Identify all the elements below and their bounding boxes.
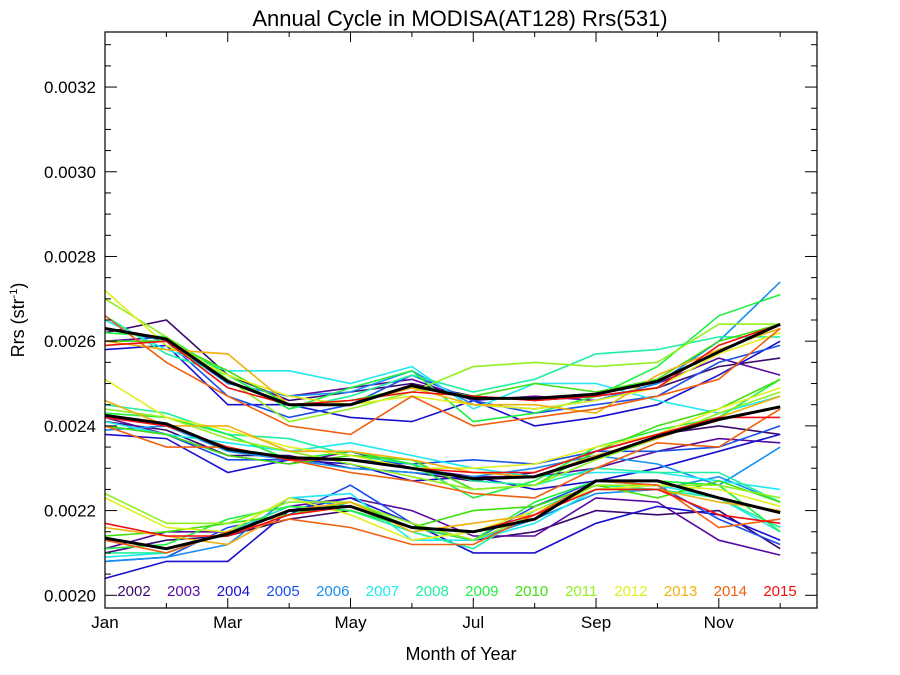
legend-entry-2013: 2013 — [664, 583, 697, 600]
legend-entry-2007: 2007 — [366, 583, 399, 600]
y-tick-label: 0.0022 — [44, 502, 96, 521]
series-line-2011-high — [104, 298, 781, 423]
y-axis-label: Rrs (str-1) — [8, 283, 28, 358]
series-line-2012-mid — [104, 378, 781, 470]
x-tick-label-may: May — [334, 613, 367, 632]
series-line-2014-high — [104, 315, 781, 436]
y-tick-label: 0.0026 — [44, 332, 96, 351]
series-line-2009-mid — [104, 378, 781, 499]
series-line-2014-mid — [104, 408, 781, 499]
climatology-line-low — [104, 479, 781, 551]
series-line-2004-low — [104, 497, 781, 580]
legend-entry-2006: 2006 — [316, 583, 349, 600]
y-tick-label: 0.0020 — [44, 586, 96, 605]
legend-entry-2009: 2009 — [465, 583, 498, 600]
series-line-2010-low — [104, 480, 781, 537]
x-tick-label-nov: Nov — [704, 613, 735, 632]
legend-entry-2008: 2008 — [415, 583, 448, 600]
legend: 2002 2003 2004 2005 2006 2007 2008 2009 2010 2011… — [117, 583, 796, 600]
series-line-2004-mid — [104, 433, 781, 491]
y-tick-label: 0.0028 — [44, 247, 96, 266]
climatology-line-high — [104, 322, 781, 407]
series-line-2007-high — [104, 319, 781, 415]
climatology-line-mid — [104, 405, 781, 481]
legend-entry-2005: 2005 — [266, 583, 299, 600]
series-line-2013-mid — [104, 395, 781, 478]
legend-entry-2004: 2004 — [217, 583, 250, 600]
y-tick-label: 0.0030 — [44, 163, 96, 182]
series-line-2012-low — [104, 484, 781, 542]
series-line-2009-high — [104, 293, 781, 423]
x-tick-label-jan: Jan — [91, 613, 118, 632]
y-axis-label-sup: -1 — [8, 289, 20, 299]
y-tick-labels: 0.0020 0.0022 0.0024 0.0026 0.0028 0.0030 0.00… — [44, 78, 96, 605]
legend-entry-2003: 2003 — [167, 583, 200, 600]
legend-entry-2011: 2011 — [565, 583, 597, 600]
series-line-2013-high — [104, 327, 781, 415]
y-axis-label-main: Rrs (str — [8, 298, 28, 357]
series-line-2007-low — [104, 484, 781, 558]
legend-entry-2012: 2012 — [614, 583, 647, 600]
y-axis-label-close: ) — [8, 283, 28, 289]
legend-entry-2014: 2014 — [714, 583, 747, 600]
x-tick-label-mar: Mar — [213, 613, 243, 632]
series-line-2007-mid — [104, 420, 781, 491]
plot-lines — [104, 281, 781, 580]
series-line-2015-high — [104, 323, 781, 406]
x-tick-label-jul: Jul — [462, 613, 484, 632]
x-axis-label: Month of Year — [405, 644, 516, 664]
x-tick-labels: Jan Mar May Jul Sep Nov — [91, 613, 734, 632]
axis-ticks — [104, 32, 817, 608]
series-line-2012-high — [104, 289, 781, 410]
x-tick-label-sep: Sep — [581, 613, 611, 632]
legend-entry-2010: 2010 — [515, 583, 548, 600]
y-tick-label: 0.0032 — [44, 78, 96, 97]
y-tick-label: 0.0024 — [44, 417, 96, 436]
chart-title: Annual Cycle in MODISA(AT128) Rrs(531) — [252, 6, 667, 31]
legend-entry-2015: 2015 — [763, 583, 796, 600]
legend-entry-2002: 2002 — [117, 583, 150, 600]
